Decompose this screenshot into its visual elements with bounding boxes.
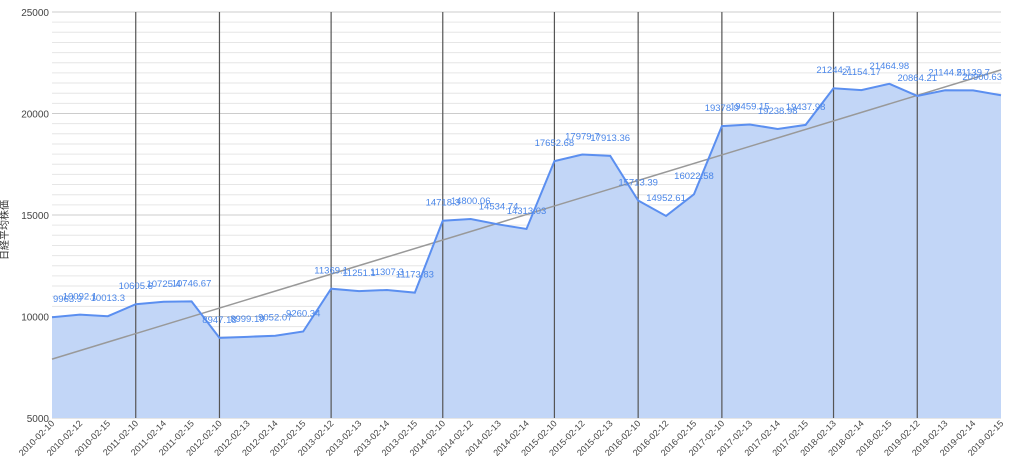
data-label: 20900.63 bbox=[962, 72, 1002, 83]
data-label: 21139.7 bbox=[956, 67, 990, 78]
x-tick-labels: 2010-02-102010-02-122010-02-152011-02-10… bbox=[17, 418, 1006, 458]
data-label: 21244.7 bbox=[816, 65, 850, 76]
y-tick-label: 25000 bbox=[21, 8, 49, 19]
data-label: 19378.9 bbox=[705, 103, 739, 114]
data-label: 11369.1 bbox=[314, 266, 348, 277]
data-label: 17979.7 bbox=[565, 132, 599, 143]
data-label: 19459.15 bbox=[730, 101, 770, 112]
trendline-layer bbox=[51, 69, 1002, 360]
data-label: 14952.61 bbox=[646, 193, 686, 204]
data-labels: 9963.910092.110013.310605.610725.410746.… bbox=[53, 61, 1002, 326]
data-label: 9963.9 bbox=[53, 294, 82, 305]
data-label: 21154.17 bbox=[842, 67, 881, 78]
y-tick-label: 5000 bbox=[27, 414, 50, 425]
vertical-markers bbox=[135, 12, 918, 418]
data-label: 9260.34 bbox=[286, 309, 320, 320]
data-label: 10605.6 bbox=[119, 281, 153, 292]
data-label: 17652.68 bbox=[535, 138, 575, 149]
data-label: 14534.74 bbox=[479, 201, 519, 212]
data-label: 19437.98 bbox=[786, 102, 826, 113]
data-label: 14313.03 bbox=[507, 206, 547, 217]
data-label: 8999.19 bbox=[230, 314, 264, 325]
data-label: 14800.06 bbox=[451, 196, 491, 207]
data-label: 10013.3 bbox=[91, 293, 125, 304]
data-label: 8947.18 bbox=[202, 315, 236, 326]
data-label: 11173.83 bbox=[396, 270, 434, 281]
data-label: 15713.39 bbox=[618, 178, 658, 189]
series-line bbox=[51, 82, 1002, 339]
data-label: 20864.21 bbox=[897, 73, 937, 84]
y-tick-label: 10000 bbox=[21, 313, 49, 324]
data-label: 11251.1 bbox=[342, 268, 376, 279]
y-tick-label: 20000 bbox=[21, 110, 49, 121]
data-label: 16022.58 bbox=[674, 171, 714, 182]
line-layer bbox=[51, 82, 1002, 339]
trendline bbox=[51, 69, 1002, 360]
data-label: 11307.3 bbox=[370, 267, 404, 278]
data-label: 9052.07 bbox=[258, 313, 292, 324]
y-tick-labels: 5000 10000 15000 20000 25000 bbox=[21, 8, 49, 425]
data-label: 17913.36 bbox=[590, 133, 630, 144]
data-label: 10725.4 bbox=[146, 279, 180, 290]
data-label: 19238.98 bbox=[758, 106, 798, 117]
data-label: 10092.1 bbox=[63, 292, 97, 303]
y-tick-label: 15000 bbox=[21, 211, 49, 222]
data-label: 10746.67 bbox=[172, 278, 212, 289]
data-label: 21464.98 bbox=[870, 61, 910, 72]
y-axis-title: 日経平均株価 bbox=[0, 200, 11, 260]
data-label: 14718.3 bbox=[426, 198, 460, 209]
data-label: 21144.5 bbox=[928, 67, 962, 78]
